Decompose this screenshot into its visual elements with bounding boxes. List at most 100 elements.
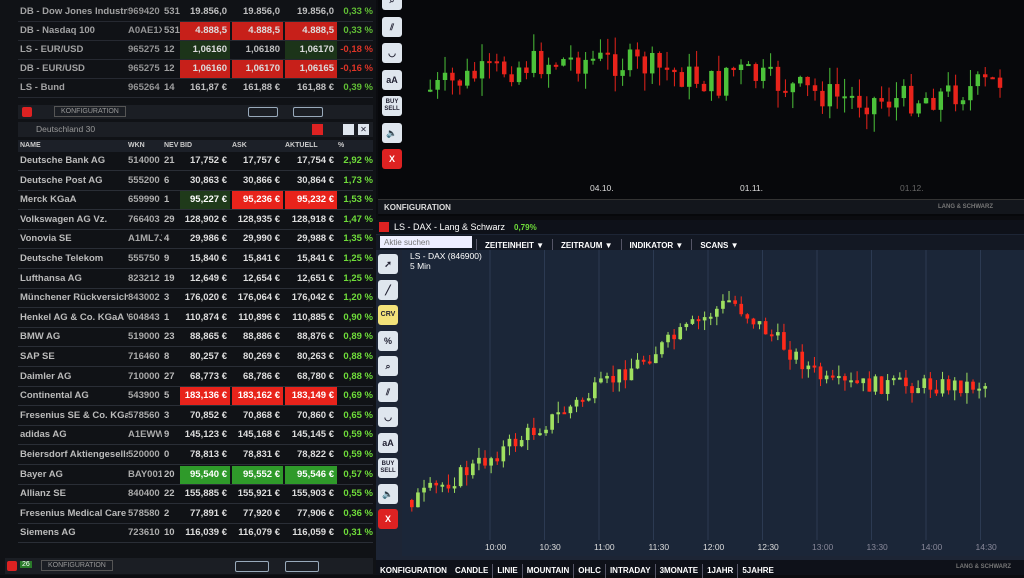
buy-sell-tool-icon[interactable]: BUY SELL: [378, 458, 398, 478]
zoom-tool-icon[interactable]: ⌕: [378, 356, 398, 376]
arc-tool-icon[interactable]: ◡: [378, 407, 398, 427]
config-button[interactable]: KONFIGURATION: [54, 106, 126, 117]
maximize-button[interactable]: [285, 561, 319, 572]
column-header[interactable]: NEV: [164, 142, 179, 149]
percent-cell: 0,59 %: [343, 429, 373, 441]
stock-search-input[interactable]: [380, 236, 472, 248]
index-row[interactable]: DB - Nasdaq 100 A0AE1X 531 4.888,5 4.888…: [18, 22, 373, 41]
x-tool-icon[interactable]: X: [378, 509, 398, 529]
close-icon[interactable]: ✕: [358, 124, 369, 135]
menu-scans[interactable]: SCANS ▼: [691, 239, 746, 253]
table-row[interactable]: adidas AG A1EWW 9 145,123 € 145,168 € 14…: [18, 426, 373, 446]
aa-tool-icon[interactable]: aA: [378, 432, 398, 453]
x-tool-icon[interactable]: X: [382, 149, 402, 169]
maximize-button[interactable]: [293, 107, 323, 117]
chart-type-konfiguration[interactable]: KONFIGURATION: [380, 566, 447, 575]
table-row[interactable]: Lufthansa AG 823212 19 12,649 € 12,654 €…: [18, 270, 373, 289]
aa-tool-icon[interactable]: aA: [382, 69, 402, 90]
candle: [806, 365, 811, 370]
index-row[interactable]: LS - EUR/USD 965275 12 1,06160 1,06180 1…: [18, 41, 373, 60]
candle: [965, 381, 969, 394]
arc-tool-icon[interactable]: ◡: [382, 43, 402, 63]
line-tool-icon[interactable]: ╱: [378, 279, 398, 300]
name-cell: Deutsche Telekom: [20, 253, 104, 264]
wkn-cell: 578580: [128, 507, 160, 519]
chart-type-candle[interactable]: CANDLE: [454, 566, 489, 575]
alert-icon[interactable]: [312, 124, 323, 135]
watchlist-title[interactable]: Deutschland 30: [36, 124, 96, 134]
nev-cell: 2: [164, 507, 170, 519]
ask-cell: 12,654 €: [243, 272, 280, 284]
chart-type-intraday[interactable]: INTRADAY: [604, 564, 655, 578]
chart-type-1jahr[interactable]: 1JAHR: [702, 564, 737, 578]
candle: [708, 316, 713, 319]
top-candle-chart[interactable]: [408, 0, 1024, 175]
table-row[interactable]: Allianz SE 840400 22 155,885 € 155,921 €…: [18, 485, 373, 505]
menu-zeitraum[interactable]: ZEITRAUM ▼: [552, 239, 620, 253]
candle: [472, 70, 477, 79]
table-row[interactable]: SAP SE 716460 8 80,257 € 80,269 € 80,263…: [18, 348, 373, 367]
aktuell-cell: 183,149 €: [285, 387, 337, 406]
tool-label: X: [384, 514, 391, 524]
table-row[interactable]: Fresenius SE & Co. KGaA 578560 3 70,852 …: [18, 407, 373, 426]
buy-sell-tool-icon[interactable]: BUY SELL: [382, 96, 402, 116]
candle: [509, 74, 514, 83]
candle: [800, 351, 805, 370]
column-header[interactable]: AKTUELL: [285, 142, 318, 149]
bid-cell: 1,06160: [180, 60, 230, 78]
zoom-tool-icon[interactable]: ⌕: [382, 0, 402, 10]
candle: [446, 484, 451, 489]
table-row[interactable]: Deutsche Bank AG 514000 21 17,752 € 17,7…: [18, 152, 373, 171]
chart-type-linie[interactable]: LINIE: [492, 564, 521, 578]
table-row[interactable]: Henkel AG & Co. KGaA V. 604843 1 110,874…: [18, 309, 373, 328]
config-button[interactable]: KONFIGURATION: [384, 203, 451, 212]
index-row[interactable]: DB - Dow Jones Industria 969420 531 19.8…: [18, 3, 373, 22]
candle: [556, 412, 561, 415]
ask-cell: 128,935 €: [237, 213, 280, 225]
close-icon[interactable]: [7, 561, 17, 571]
chart-type-5jahre[interactable]: 5JAHRE: [737, 564, 778, 578]
candle: [487, 61, 492, 64]
window-icon[interactable]: [343, 124, 354, 135]
table-row[interactable]: Siemens AG 723610 10 116,039 € 116,079 €…: [18, 524, 373, 544]
table-row[interactable]: Beiersdorf Aktiengesellsc 520000 0 78,81…: [18, 446, 373, 465]
close-icon[interactable]: [22, 107, 32, 117]
bid-cell: 68,773 €: [190, 370, 227, 382]
minimize-button[interactable]: [248, 107, 278, 117]
chart-type-3monate[interactable]: 3MONATE: [654, 564, 703, 578]
table-row[interactable]: Volkswagen AG Vz. 766403 29 128,902 € 12…: [18, 211, 373, 230]
minimize-button[interactable]: [235, 561, 269, 572]
table-row[interactable]: Daimler AG 710000 27 68,773 € 68,786 € 6…: [18, 368, 373, 387]
table-row[interactable]: Vonovia SE A1ML7J 4 29,986 € 29,990 € 29…: [18, 230, 373, 250]
menu-indikator[interactable]: INDIKATOR ▼: [620, 239, 692, 253]
chart-type-mountain[interactable]: MOUNTAIN: [521, 564, 574, 578]
column-header[interactable]: %: [338, 142, 345, 149]
table-row[interactable]: Fresenius Medical Care A 578580 2 77,891…: [18, 505, 373, 524]
index-row[interactable]: LS - Bund 965264 14 161,87 € 161,88 € 16…: [18, 79, 373, 98]
column-header[interactable]: WKN: [128, 142, 145, 149]
column-header[interactable]: NAME: [20, 142, 41, 149]
config-button[interactable]: KONFIGURATION: [41, 560, 113, 571]
table-row[interactable]: Deutsche Telekom 555750 9 15,840 € 15,84…: [18, 250, 373, 269]
dax-candle-chart[interactable]: [402, 250, 1024, 540]
candle: [642, 56, 648, 74]
table-row[interactable]: Continental AG 543900 5 183,136 € 183,16…: [18, 387, 373, 407]
table-row[interactable]: BMW AG 519000 23 88,865 € 88,886 € 88,87…: [18, 328, 373, 348]
table-row[interactable]: Deutsche Post AG 555200 6 30,863 € 30,86…: [18, 172, 373, 191]
crv-tool-icon[interactable]: CRV: [378, 305, 398, 325]
menu-zeiteinheit[interactable]: ZEITEINHEIT ▼: [476, 239, 552, 253]
table-row[interactable]: Münchener Rückversiche 843002 3 176,020 …: [18, 289, 373, 309]
index-row[interactable]: DB - EUR/USD 965275 12 1,06160 1,06170 1…: [18, 60, 373, 79]
column-header[interactable]: BID: [180, 142, 193, 149]
candle: [568, 406, 573, 414]
--tool-icon[interactable]: %: [378, 330, 398, 351]
pointer-tool-icon[interactable]: ➚: [378, 254, 398, 274]
table-row[interactable]: Bayer AG BAY001 20 95,540 € 95,552 € 95,…: [18, 465, 373, 485]
speaker-tool-icon[interactable]: 🔈: [378, 483, 398, 504]
chart-type-ohlc[interactable]: OHLC: [573, 564, 605, 578]
parallel-tool-icon[interactable]: ⫽: [378, 381, 398, 402]
parallel-tool-icon[interactable]: ⫽: [382, 16, 402, 37]
speaker-tool-icon[interactable]: 🔈: [382, 122, 402, 143]
column-header[interactable]: ASK: [232, 142, 247, 149]
table-row[interactable]: Merck KGaA 659990 1 95,227 € 95,236 € 95…: [18, 191, 373, 211]
